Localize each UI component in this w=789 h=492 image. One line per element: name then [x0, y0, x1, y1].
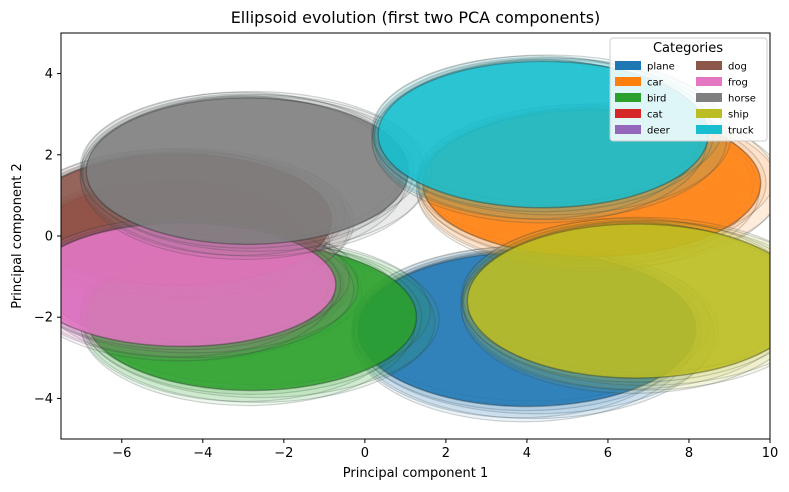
- legend-swatch-plane: [615, 61, 641, 70]
- legend-swatch-dog: [696, 61, 722, 70]
- x-tick-label: 0: [361, 446, 369, 461]
- ellipse-group-ship: [460, 216, 770, 394]
- legend-title: Categories: [653, 41, 723, 56]
- legend-label-ship: ship: [728, 110, 749, 121]
- legend-label-deer: deer: [647, 126, 671, 137]
- ellipse-ship: [466, 223, 770, 379]
- legend-label-car: car: [647, 78, 664, 89]
- x-tick-label: 10: [762, 446, 779, 461]
- ellipse-horse: [85, 97, 410, 246]
- x-axis-ticks: −6 −4 −2 0 2 4 6 8 10: [112, 439, 778, 461]
- chart-title: Ellipsoid evolution (first two PCA compo…: [231, 8, 601, 27]
- y-tick-label: −2: [34, 311, 53, 326]
- legend-swatch-ship: [696, 109, 722, 118]
- legend: Categories plane car bird cat deer dog frog hor…: [609, 37, 768, 142]
- y-tick-label: −4: [34, 392, 53, 407]
- x-tick-label: −4: [193, 446, 212, 461]
- x-tick-label: −2: [274, 446, 293, 461]
- legend-label-frog: frog: [728, 78, 748, 89]
- legend-swatch-bird: [615, 93, 641, 102]
- ellipse-group-frog: [61, 216, 359, 362]
- x-tick-label: 4: [523, 446, 531, 461]
- legend-label-dog: dog: [728, 62, 747, 73]
- legend-swatch-truck: [696, 125, 722, 134]
- x-axis-label: Principal component 1: [343, 466, 488, 481]
- legend-frame: [609, 37, 768, 142]
- legend-swatch-cat: [615, 109, 641, 118]
- x-tick-label: −6: [112, 446, 131, 461]
- x-tick-label: 2: [442, 446, 450, 461]
- x-tick-label: 6: [604, 446, 612, 461]
- y-axis-ticks: −4 −2 0 2 4: [34, 67, 61, 407]
- x-tick-label: 8: [685, 446, 693, 461]
- legend-label-bird: bird: [647, 94, 666, 105]
- legend-label-cat: cat: [647, 110, 663, 121]
- ellipse-group-horse: [79, 90, 432, 260]
- legend-items: plane car bird cat deer dog frog horse ship truck: [615, 61, 756, 137]
- legend-label-horse: horse: [728, 94, 756, 105]
- legend-swatch-horse: [696, 93, 722, 102]
- y-tick-label: 0: [45, 230, 53, 245]
- legend-label-truck: truck: [728, 126, 754, 137]
- y-tick-label: 2: [45, 148, 53, 163]
- legend-swatch-deer: [615, 125, 641, 134]
- y-tick-label: 4: [45, 67, 53, 82]
- legend-swatch-car: [615, 77, 641, 86]
- legend-swatch-frog: [696, 77, 722, 86]
- y-axis-label: Principal component 2: [10, 163, 25, 308]
- legend-label-plane: plane: [647, 62, 675, 73]
